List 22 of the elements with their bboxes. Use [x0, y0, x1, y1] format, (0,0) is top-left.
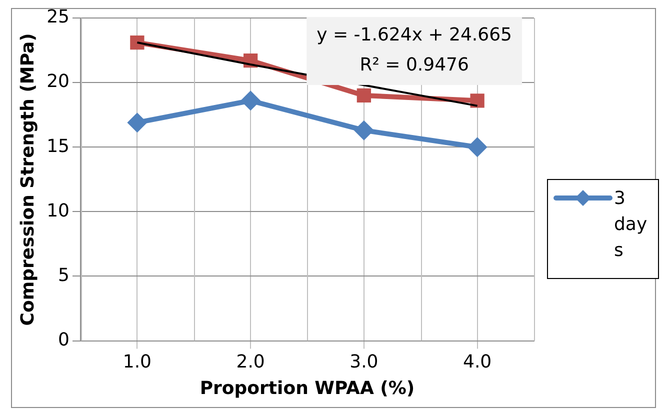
y-tick-label: 25 [46, 6, 70, 28]
y-tick-label: 0 [58, 329, 70, 350]
point [470, 94, 484, 108]
annotation: y = -1.624x + 24.665 [316, 24, 512, 46]
x-tick-label: 2.0 [236, 351, 265, 372]
y-tick-label: 10 [46, 200, 70, 222]
x-tick-label: 3.0 [350, 351, 378, 372]
x-axis-title: Proportion WPAA (%) [200, 378, 415, 399]
annotation: R² = 0.9476 [360, 54, 469, 76]
y-tick-label: 20 [46, 71, 70, 92]
point [354, 120, 374, 140]
legend-label: 3 days [614, 187, 648, 263]
point [467, 137, 488, 158]
point [127, 112, 148, 133]
y-axis-title: Compression Strength (MPa) [17, 33, 38, 326]
point [130, 35, 144, 50]
point [356, 88, 372, 103]
y-tick-label: 5 [58, 264, 70, 286]
y-tick-label: 15 [46, 136, 70, 157]
point [240, 90, 261, 111]
x-tick-label: 4.0 [462, 351, 492, 372]
x-tick-label: 1.0 [122, 351, 152, 372]
